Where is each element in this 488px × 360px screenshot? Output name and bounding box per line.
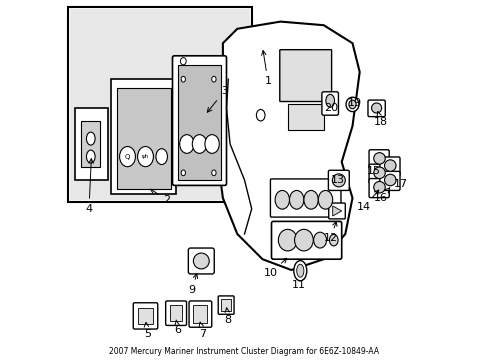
Bar	[70, 9, 249, 200]
Text: 8: 8	[224, 308, 231, 325]
Text: 13: 13	[330, 175, 344, 185]
Ellipse shape	[278, 229, 296, 251]
Bar	[193, 305, 207, 323]
Text: ψh: ψh	[142, 154, 149, 159]
Text: 3: 3	[207, 86, 228, 112]
Ellipse shape	[348, 100, 355, 109]
Text: 5: 5	[143, 323, 150, 339]
Ellipse shape	[346, 97, 358, 112]
Ellipse shape	[192, 135, 206, 153]
Text: 10: 10	[264, 258, 286, 278]
Ellipse shape	[120, 147, 135, 167]
Ellipse shape	[289, 190, 303, 209]
Ellipse shape	[296, 264, 303, 277]
FancyBboxPatch shape	[133, 303, 158, 329]
FancyBboxPatch shape	[270, 179, 340, 217]
FancyBboxPatch shape	[172, 56, 226, 185]
FancyBboxPatch shape	[328, 203, 345, 219]
Ellipse shape	[181, 76, 185, 82]
Ellipse shape	[313, 232, 326, 248]
Text: 2: 2	[150, 189, 170, 205]
Text: 18: 18	[373, 112, 387, 127]
Ellipse shape	[156, 149, 167, 165]
Text: 14: 14	[356, 190, 378, 212]
Ellipse shape	[179, 135, 194, 153]
Ellipse shape	[329, 234, 337, 246]
Bar	[287, 104, 323, 130]
FancyBboxPatch shape	[379, 157, 399, 176]
Text: 7: 7	[199, 322, 206, 339]
Bar	[138, 308, 152, 324]
Bar	[170, 305, 182, 321]
Ellipse shape	[294, 229, 313, 251]
Ellipse shape	[204, 135, 219, 153]
Bar	[117, 88, 170, 189]
Ellipse shape	[211, 76, 216, 82]
FancyBboxPatch shape	[165, 301, 186, 325]
Text: 6: 6	[174, 320, 181, 336]
FancyBboxPatch shape	[368, 164, 388, 183]
Ellipse shape	[181, 170, 185, 176]
Ellipse shape	[180, 58, 186, 65]
Text: 19: 19	[347, 98, 362, 108]
Ellipse shape	[373, 167, 385, 179]
Text: 12: 12	[323, 221, 337, 243]
Ellipse shape	[137, 147, 153, 167]
FancyBboxPatch shape	[189, 301, 211, 327]
Ellipse shape	[275, 190, 289, 209]
Ellipse shape	[373, 153, 385, 164]
Ellipse shape	[303, 190, 318, 209]
Text: 2007 Mercury Mariner Instrument Cluster Diagram for 6E6Z-10849-AA: 2007 Mercury Mariner Instrument Cluster …	[109, 347, 379, 356]
Text: 4: 4	[85, 159, 93, 214]
Text: Q: Q	[124, 154, 130, 159]
FancyBboxPatch shape	[188, 248, 214, 274]
Ellipse shape	[384, 160, 395, 171]
FancyBboxPatch shape	[321, 92, 338, 115]
Text: 17: 17	[393, 179, 407, 189]
PathPatch shape	[215, 22, 359, 270]
Ellipse shape	[384, 174, 395, 186]
FancyBboxPatch shape	[379, 171, 399, 190]
Ellipse shape	[86, 132, 95, 145]
Polygon shape	[332, 206, 341, 216]
FancyBboxPatch shape	[368, 150, 388, 169]
Bar	[68, 7, 251, 202]
Ellipse shape	[332, 174, 345, 187]
Ellipse shape	[325, 94, 334, 107]
Ellipse shape	[318, 190, 332, 209]
Ellipse shape	[211, 170, 216, 176]
Ellipse shape	[193, 253, 209, 269]
Text: 15: 15	[366, 166, 380, 176]
FancyBboxPatch shape	[271, 221, 341, 259]
Bar	[178, 65, 221, 180]
FancyBboxPatch shape	[328, 170, 348, 190]
Text: 9: 9	[188, 274, 197, 295]
Bar	[221, 299, 230, 311]
Ellipse shape	[256, 109, 264, 121]
Ellipse shape	[371, 103, 381, 113]
Text: 20: 20	[323, 103, 337, 113]
Text: 1: 1	[261, 51, 271, 86]
FancyBboxPatch shape	[367, 100, 385, 117]
Bar	[111, 79, 176, 194]
Ellipse shape	[86, 150, 95, 163]
Ellipse shape	[373, 181, 385, 193]
Text: 16: 16	[373, 188, 389, 203]
Bar	[81, 121, 101, 167]
Text: 11: 11	[291, 280, 305, 290]
FancyBboxPatch shape	[218, 296, 234, 314]
FancyBboxPatch shape	[279, 50, 331, 102]
FancyBboxPatch shape	[368, 179, 388, 198]
Bar	[75, 108, 107, 180]
Ellipse shape	[293, 261, 306, 281]
